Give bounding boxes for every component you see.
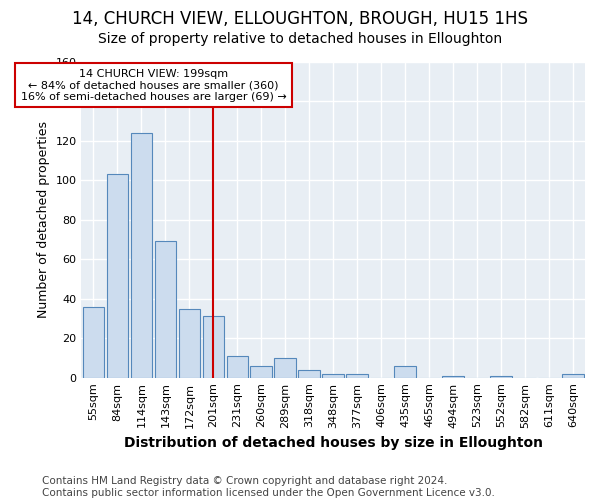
Y-axis label: Number of detached properties: Number of detached properties bbox=[37, 121, 50, 318]
Bar bbox=[322, 374, 344, 378]
Bar bbox=[490, 376, 512, 378]
Text: Contains HM Land Registry data © Crown copyright and database right 2024.
Contai: Contains HM Land Registry data © Crown c… bbox=[42, 476, 495, 498]
Text: 14, CHURCH VIEW, ELLOUGHTON, BROUGH, HU15 1HS: 14, CHURCH VIEW, ELLOUGHTON, BROUGH, HU1… bbox=[72, 10, 528, 28]
Bar bbox=[442, 376, 464, 378]
Bar bbox=[274, 358, 296, 378]
Text: Size of property relative to detached houses in Elloughton: Size of property relative to detached ho… bbox=[98, 32, 502, 46]
Bar bbox=[394, 366, 416, 378]
Bar bbox=[298, 370, 320, 378]
Bar bbox=[346, 374, 368, 378]
Bar bbox=[203, 316, 224, 378]
Bar bbox=[227, 356, 248, 378]
Bar bbox=[179, 308, 200, 378]
Bar bbox=[131, 132, 152, 378]
X-axis label: Distribution of detached houses by size in Elloughton: Distribution of detached houses by size … bbox=[124, 436, 543, 450]
Bar bbox=[250, 366, 272, 378]
Bar bbox=[83, 306, 104, 378]
Bar bbox=[155, 242, 176, 378]
Text: 14 CHURCH VIEW: 199sqm
← 84% of detached houses are smaller (360)
16% of semi-de: 14 CHURCH VIEW: 199sqm ← 84% of detached… bbox=[20, 68, 286, 102]
Bar bbox=[107, 174, 128, 378]
Bar bbox=[562, 374, 584, 378]
